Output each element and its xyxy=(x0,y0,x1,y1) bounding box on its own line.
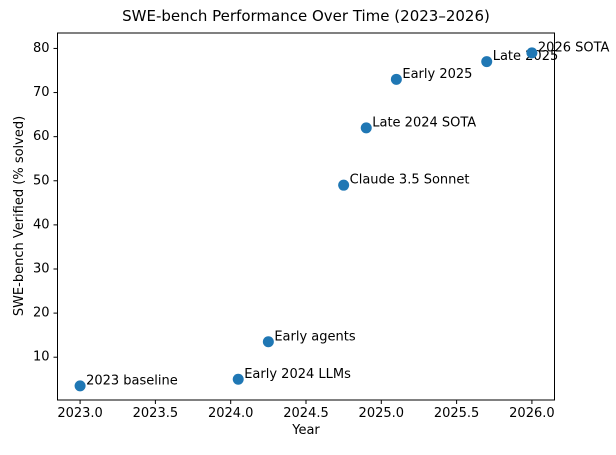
point-annotation: Early 2025 xyxy=(402,67,472,82)
data-point xyxy=(481,56,493,68)
data-point xyxy=(338,179,350,191)
x-tick-label: 2023.0 xyxy=(57,406,103,421)
x-axis-label: Year xyxy=(292,423,320,438)
x-tick-label: 2024.0 xyxy=(208,406,254,421)
point-annotation: Early agents xyxy=(274,329,356,344)
x-tick-label: 2023.5 xyxy=(133,406,179,421)
y-tick-label: 10 xyxy=(33,350,50,365)
data-point xyxy=(74,380,86,392)
x-tick-label: 2025.0 xyxy=(359,406,405,421)
chart-title: SWE-bench Performance Over Time (2023–20… xyxy=(122,7,490,25)
y-tick-label: 80 xyxy=(33,41,50,56)
x-tick-label: 2024.5 xyxy=(283,406,329,421)
y-tick-label: 40 xyxy=(33,217,50,232)
data-point xyxy=(262,336,274,348)
y-tick-label: 50 xyxy=(33,173,50,188)
y-tick-label: 60 xyxy=(33,129,50,144)
x-tick-label: 2026.0 xyxy=(509,406,555,421)
y-tick-label: 30 xyxy=(33,261,50,276)
point-annotation: Claude 3.5 Sonnet xyxy=(350,173,470,188)
data-point xyxy=(526,47,538,59)
data-point xyxy=(232,373,244,385)
x-tick-label: 2025.5 xyxy=(434,406,480,421)
y-tick-label: 20 xyxy=(33,306,50,321)
y-tick-label: 70 xyxy=(33,85,50,100)
data-point xyxy=(360,122,372,134)
data-point xyxy=(390,73,402,85)
point-annotation: Early 2024 LLMs xyxy=(244,367,351,382)
plot-border xyxy=(57,32,555,401)
y-axis-label: SWE-bench Verified (% solved) xyxy=(12,115,27,317)
point-annotation: 2026 SOTA xyxy=(538,40,610,55)
point-annotation: Late 2025 xyxy=(493,49,559,64)
point-annotation: Late 2024 SOTA xyxy=(372,115,476,130)
point-annotation: 2023 baseline xyxy=(86,373,178,388)
